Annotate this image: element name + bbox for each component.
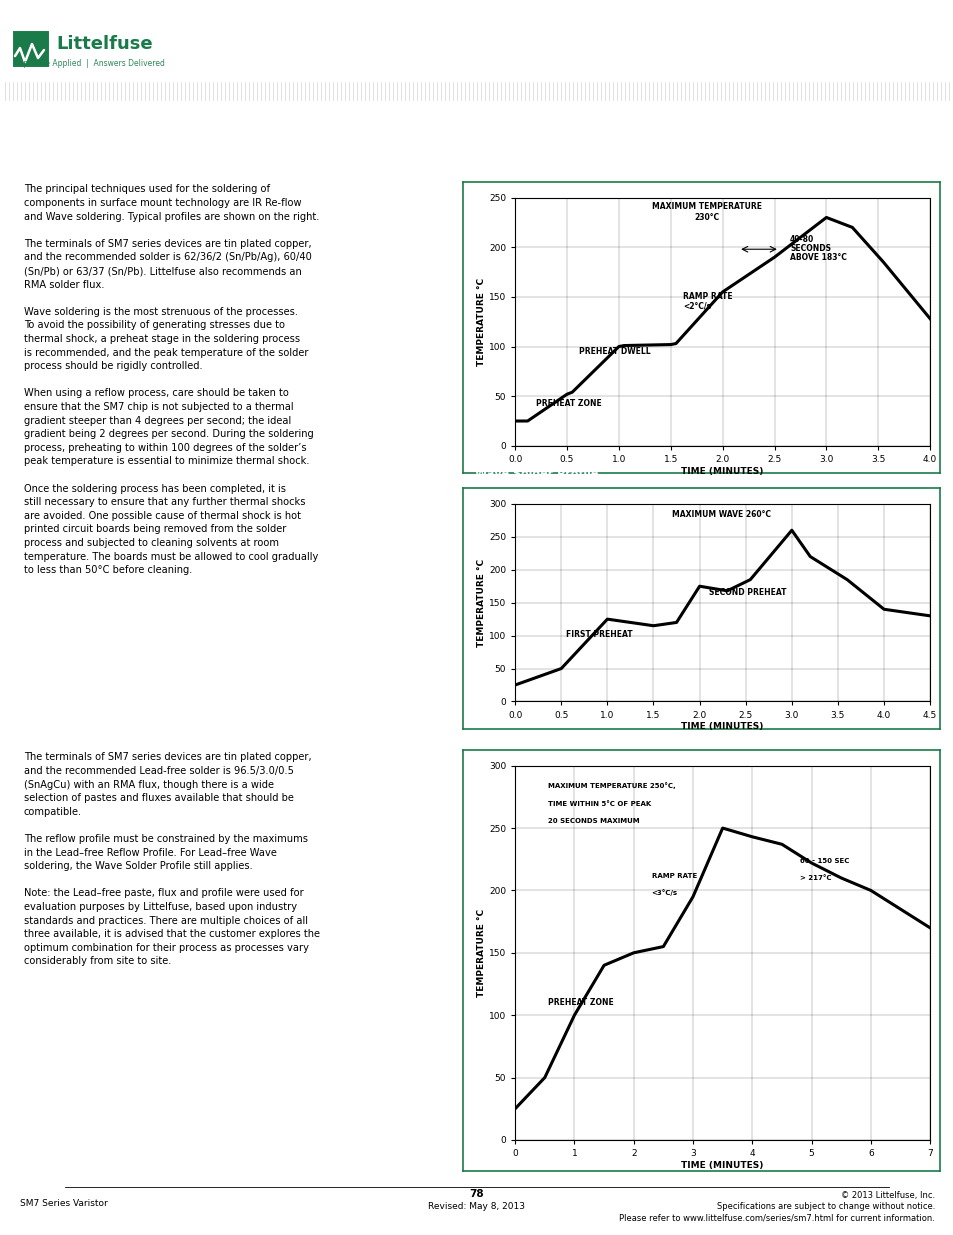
Text: SM7 Series Varistor: SM7 Series Varistor (20, 1199, 108, 1208)
Text: PREHEAT DWELL: PREHEAT DWELL (578, 347, 651, 357)
Text: TIME WITHIN 5°C OF PEAK: TIME WITHIN 5°C OF PEAK (547, 800, 650, 806)
Text: MAXIMUM WAVE 260°C: MAXIMUM WAVE 260°C (671, 510, 770, 519)
Text: Surface Mount Varistors > SM7 Series: Surface Mount Varistors > SM7 Series (185, 44, 489, 59)
Text: > 217°C: > 217°C (799, 876, 830, 882)
Text: Littelfuse: Littelfuse (56, 35, 152, 53)
Text: 230°C: 230°C (694, 214, 719, 222)
X-axis label: TIME (MINUTES): TIME (MINUTES) (680, 722, 763, 731)
Text: SECONDS: SECONDS (789, 245, 830, 253)
Text: PREHEAT ZONE: PREHEAT ZONE (536, 399, 601, 408)
Text: Specifications are subject to change without notice.: Specifications are subject to change wit… (716, 1202, 934, 1212)
Text: © 2013 Littelfuse, Inc.: © 2013 Littelfuse, Inc. (840, 1191, 934, 1200)
Text: 40-80: 40-80 (789, 236, 814, 245)
Text: Lead (Pb) Soldering Recommendations: Lead (Pb) Soldering Recommendations (30, 162, 273, 173)
X-axis label: TIME (MINUTES): TIME (MINUTES) (680, 467, 763, 475)
Y-axis label: TEMPERATURE °C: TEMPERATURE °C (476, 278, 486, 366)
X-axis label: TIME (MINUTES): TIME (MINUTES) (680, 1161, 763, 1170)
Text: 60 - 150 SEC: 60 - 150 SEC (799, 858, 848, 864)
Text: Reflow Solder Profile: Reflow Solder Profile (474, 162, 606, 173)
Text: <3°C/s: <3°C/s (651, 889, 677, 897)
Text: Varistor Products: Varistor Products (185, 16, 404, 36)
Text: The principal techniques used for the soldering of
components in surface mount t: The principal techniques used for the so… (24, 184, 319, 576)
Text: MAXIMUM TEMPERATURE 250°C,: MAXIMUM TEMPERATURE 250°C, (547, 782, 675, 789)
Text: RAMP RATE: RAMP RATE (682, 291, 732, 301)
Text: <2°C/s: <2°C/s (682, 301, 711, 311)
Text: Lead–free Re-flow Solder Profile: Lead–free Re-flow Solder Profile (474, 730, 676, 741)
Text: Expertise Applied  |  Answers Delivered: Expertise Applied | Answers Delivered (14, 59, 165, 68)
Text: MAXIMUM TEMPERATURE: MAXIMUM TEMPERATURE (652, 201, 761, 210)
Text: 78: 78 (469, 1189, 484, 1199)
Text: Lead–free (Pb-free) Soldering Recommendations: Lead–free (Pb-free) Soldering Recommenda… (30, 730, 334, 741)
Text: Please refer to www.littelfuse.com/series/sm7.html for current information.: Please refer to www.littelfuse.com/serie… (618, 1213, 934, 1223)
Text: RAMP RATE: RAMP RATE (651, 873, 696, 879)
Y-axis label: TEMPERATURE °C: TEMPERATURE °C (476, 909, 486, 997)
Text: PREHEAT ZONE: PREHEAT ZONE (547, 998, 613, 1008)
Text: FIRST PREHEAT: FIRST PREHEAT (565, 630, 632, 638)
Y-axis label: TEMPERATURE °C: TEMPERATURE °C (476, 558, 486, 647)
Text: SECOND PREHEAT: SECOND PREHEAT (708, 588, 785, 597)
Text: The terminals of SM7 series devices are tin plated copper,
and the recommended L: The terminals of SM7 series devices are … (24, 752, 319, 966)
Bar (12, 30, 50, 68)
Text: 20 SECONDS MAXIMUM: 20 SECONDS MAXIMUM (547, 818, 639, 824)
Bar (8, 6, 163, 72)
Text: ABOVE 183°C: ABOVE 183°C (789, 253, 846, 262)
Text: Wave Solder Profile: Wave Solder Profile (474, 468, 598, 479)
Text: Revised: May 8, 2013: Revised: May 8, 2013 (428, 1202, 525, 1212)
